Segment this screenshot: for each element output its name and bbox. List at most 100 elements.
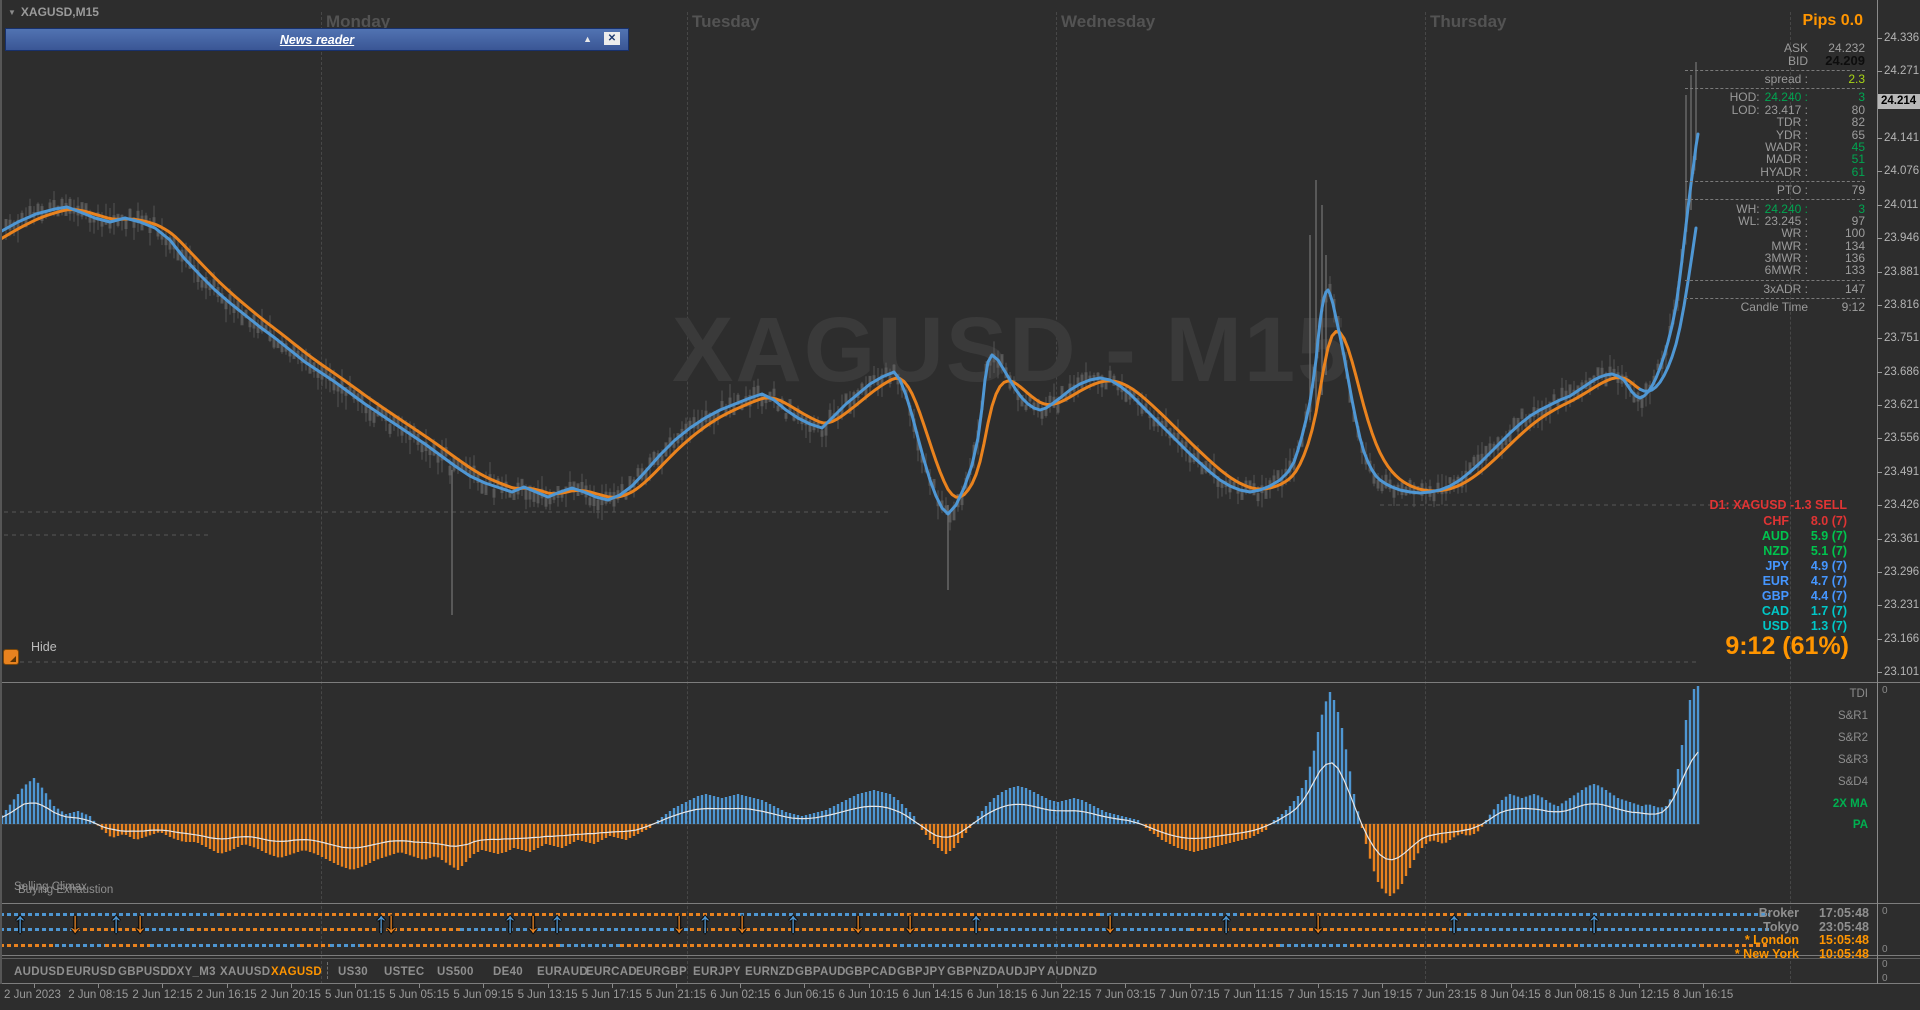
stats-label: 23.417 : [1764, 102, 1808, 117]
price-scale-label: 23.556 [1884, 432, 1920, 445]
stats-label: 23.245 : [1764, 213, 1808, 228]
oscillator-canvas [0, 686, 1700, 896]
indicator-label-s-r2: S&R2 [1837, 732, 1868, 744]
time-axis-label: 6 Jun 02:15 [710, 989, 771, 1001]
stats-value: 51 [1851, 152, 1865, 167]
symbol-tab-us30[interactable]: US30 [338, 966, 368, 978]
time-axis-tick [1189, 984, 1191, 988]
time-axis-tick [1125, 984, 1127, 988]
subwindow-separator[interactable] [0, 955, 1920, 956]
currency-strength-value: 1.3 (7) [1810, 619, 1847, 633]
symbol-tab-euraud[interactable]: EURAUD [537, 966, 588, 978]
time-axis-label: 2 Jun 2023 [4, 989, 61, 1001]
hide-panel-icon[interactable] [3, 649, 19, 665]
stats-separator [1685, 180, 1865, 182]
symbol-tab-gbpaud[interactable]: GBPAUD [795, 966, 846, 978]
symbol-tab-eurusd[interactable]: EURUSD [66, 966, 117, 978]
time-axis-tick [1061, 984, 1063, 988]
strength-row-nzd: NZD 5.1 (7) [1709, 544, 1847, 559]
time-axis-tick [1703, 984, 1705, 988]
time-axis-label: 5 Jun 01:15 [325, 989, 386, 1001]
chart-symbol-title[interactable]: ▼ XAGUSD,M15 [8, 5, 99, 19]
time-axis-label: 5 Jun 17:15 [581, 989, 642, 1001]
news-reader-bar[interactable]: News reader ▲ ✕ [5, 28, 629, 51]
symbol-tab-xagusd[interactable]: XAGUSD [271, 966, 323, 978]
time-axis-tick [98, 984, 100, 988]
price-scale-label: 23.296 [1884, 565, 1920, 578]
currency-code: GBP [1761, 589, 1789, 603]
symbol-tab-audnzd[interactable]: AUDNZD [1047, 966, 1098, 978]
time-axis-label: 7 Jun 11:15 [1223, 989, 1284, 1001]
time-axis-label: 8 Jun 16:15 [1673, 989, 1734, 1001]
time-axis-label: 5 Jun 13:15 [517, 989, 578, 1001]
period-separator-line [1790, 12, 1791, 984]
symbol-tab-de40[interactable]: DE40 [493, 966, 523, 978]
price-chart[interactable] [0, 0, 1878, 687]
period-separator-line [687, 12, 688, 984]
price-scale-tick [1877, 271, 1882, 273]
symbol-tab-audusd[interactable]: AUDUSD [14, 966, 65, 978]
collapse-icon[interactable]: ▲ [583, 34, 592, 44]
currency-code: CHF [1763, 514, 1789, 528]
signal-dots-row [620, 944, 900, 947]
symbol-tab-xauusd[interactable]: XAUUSD [220, 966, 271, 978]
indicator-label-s-d4: S&D4 [1837, 776, 1868, 788]
symbol-tab-gbpusd[interactable]: GBPUSD [118, 966, 170, 978]
indicator-label-s-r3: S&R3 [1837, 754, 1868, 766]
time-axis-tick [1510, 984, 1512, 988]
stats-row: BID 24.209 [1655, 53, 1865, 68]
time-axis-label: 6 Jun 06:15 [774, 989, 835, 1001]
time-axis-tick [611, 984, 613, 988]
time-axis-label: 2 Jun 16:15 [196, 989, 257, 1001]
signal-dots-row [900, 944, 1080, 947]
subwindow-separator[interactable] [0, 682, 1920, 683]
close-icon[interactable]: ✕ [604, 32, 620, 45]
symbol-tab-ustec[interactable]: USTEC [384, 966, 425, 978]
signal-arrow-down: ↓ [1311, 907, 1326, 939]
subwindow-separator[interactable] [0, 903, 1920, 904]
indicator-label-s-r1: S&R1 [1837, 710, 1868, 722]
strength-row-eur: EUR 4.7 (7) [1709, 574, 1847, 589]
strength-row-aud: AUD 5.9 (7) [1709, 529, 1847, 544]
stats-label: WR : [1781, 226, 1808, 241]
hide-button-label[interactable]: Hide [31, 640, 57, 654]
currency-code: EUR [1762, 574, 1789, 588]
signal-arrow-up: ↑ [109, 907, 124, 939]
signal-dots-row [1700, 944, 1770, 947]
signal-dots-row [0, 928, 76, 931]
stats-row: ASK 24.232 [1655, 41, 1865, 55]
stats-row: HOD: 24.240 : 3 [1655, 90, 1865, 105]
symbol-tab-gbpnzd[interactable]: GBPNZD [947, 966, 998, 978]
signal-arrow-down: ↓ [903, 907, 918, 939]
chevron-down-icon[interactable]: ▼ [8, 7, 16, 17]
symbol-tab-eurjpy[interactable]: EURJPY [693, 966, 741, 978]
symbol-tab-audjpy[interactable]: AUDJPY [997, 966, 1046, 978]
price-scale-label: 23.946 [1884, 232, 1920, 245]
session-time: 17:05:48 [1818, 906, 1869, 920]
symbol-tab-eurnzd[interactable]: EURNZD [745, 966, 795, 978]
signal-dots-row [1350, 944, 1580, 947]
symbol-tab-gbpcad[interactable]: GBPCAD [845, 966, 897, 978]
news-reader-title[interactable]: News reader [279, 32, 355, 47]
price-scale-label: 23.881 [1884, 265, 1920, 278]
currency-code: NZD [1763, 544, 1789, 558]
time-axis-label: 7 Jun 07:15 [1159, 989, 1220, 1001]
signal-dots-row [990, 928, 1190, 931]
symbol-tab-eurcad[interactable]: EURCAD [586, 966, 637, 978]
price-scale-tick [1877, 38, 1882, 39]
stats-label: Candle Time [1740, 300, 1808, 315]
stats-separator [1685, 279, 1865, 281]
day-label: Wednesday [1061, 12, 1156, 31]
stats-row: LOD: 23.417 : 80 [1655, 102, 1865, 117]
symbol-tab-dxy_m3[interactable]: DXY_M3 [168, 966, 216, 978]
signal-dots-row [300, 944, 330, 947]
symbol-tab-gbpjpy[interactable]: GBPJPY [897, 966, 946, 978]
symbol-tab-us500[interactable]: US500 [437, 966, 474, 978]
currency-strength-value: 4.4 (7) [1810, 589, 1847, 603]
stats-label: 24.240 : [1764, 90, 1808, 105]
price-scale-label: 23.101 [1884, 666, 1920, 679]
symbol-tab-eurgbp[interactable]: EURGBP [636, 966, 688, 978]
stats-value: 133 [1844, 263, 1865, 278]
price-scale-tick [1877, 438, 1882, 440]
strength-row-jpy: JPY 4.9 (7) [1709, 559, 1847, 574]
